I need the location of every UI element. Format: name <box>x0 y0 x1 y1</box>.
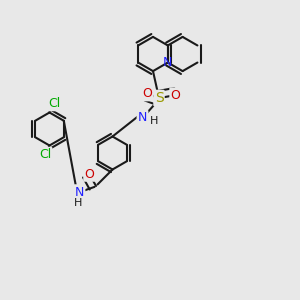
Text: H: H <box>150 116 158 126</box>
Text: Cl: Cl <box>49 97 61 110</box>
Text: H: H <box>74 198 82 208</box>
Text: Cl: Cl <box>39 148 51 161</box>
Text: O: O <box>171 88 180 102</box>
Text: O: O <box>142 87 152 100</box>
Text: N: N <box>163 56 172 69</box>
Text: N: N <box>75 185 84 199</box>
Text: S: S <box>154 91 164 105</box>
Text: O: O <box>85 167 94 181</box>
Text: N: N <box>138 111 147 124</box>
